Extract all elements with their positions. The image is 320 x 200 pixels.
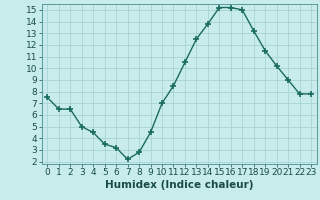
X-axis label: Humidex (Indice chaleur): Humidex (Indice chaleur) [105,180,253,190]
